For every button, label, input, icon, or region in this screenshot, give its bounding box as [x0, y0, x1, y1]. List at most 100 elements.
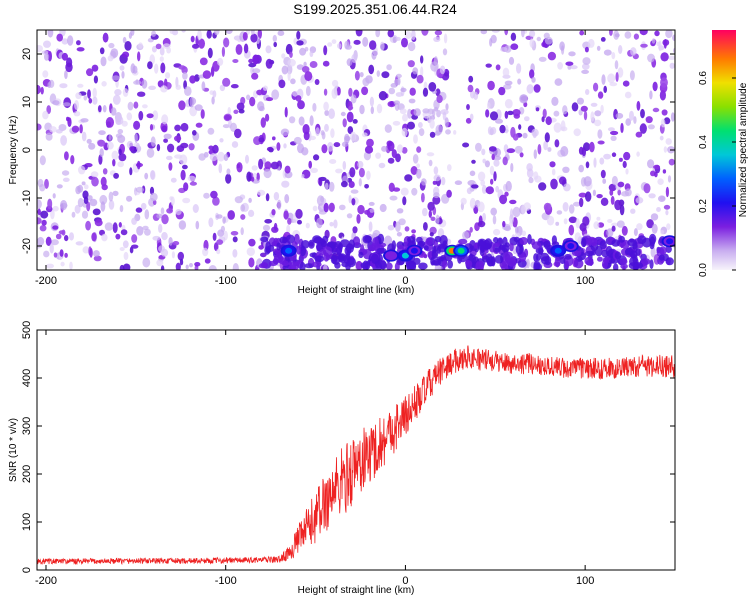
spectrogram-cell: [558, 176, 567, 185]
colorbar-ticks: 0.0 0.2 0.4 0.6: [698, 71, 736, 277]
spectrogram-cell: [412, 154, 419, 164]
spectrogram-cell: [77, 184, 84, 193]
spectrogram-cell: [499, 194, 508, 205]
spectrogram-band-cell: [614, 251, 622, 260]
spectrogram-cell: [362, 36, 369, 47]
spectrogram-cell: [387, 224, 395, 231]
spectrogram-cell: [512, 206, 521, 218]
spectrogram-cell: [86, 138, 92, 144]
spectrogram-cell: [587, 38, 595, 48]
spectrogram-cell: [633, 116, 637, 124]
spectrogram-cell: [350, 131, 357, 142]
spectrogram-cell: [508, 56, 515, 65]
spectrogram-cell: [81, 131, 87, 142]
spectrogram-cell: [203, 192, 210, 199]
spectrogram-cell: [400, 87, 407, 93]
spectrogram-cell: [71, 211, 76, 218]
spectrogram-cell: [487, 80, 495, 91]
spectrogram-cell: [42, 110, 49, 120]
spectrogram-cell: [302, 124, 310, 135]
spectrogram-cell: [175, 84, 181, 90]
spectrogram-cell: [531, 76, 536, 83]
spectrogram-cell: [323, 45, 328, 56]
spectrogram-cell: [45, 236, 52, 246]
spectrogram-cell: [312, 102, 317, 112]
spectrogram-cell: [250, 30, 255, 35]
spectrogram-cell: [63, 235, 69, 242]
spectrogram-band-cell: [338, 256, 345, 262]
spectrogram-cell: [657, 178, 664, 185]
spectrogram-cell: [194, 262, 201, 267]
spectrogram-cell: [128, 32, 132, 39]
spectrogram-cell: [607, 73, 616, 84]
spectrogram-hotspot: [562, 240, 579, 252]
spectrogram-cell: [537, 144, 542, 155]
spectrogram-cell: [482, 158, 487, 164]
spectrogram-cell: [376, 103, 383, 114]
spectrogram-cell: [596, 216, 601, 221]
spectrogram-cell: [495, 185, 500, 193]
spectrogram-cell: [245, 154, 249, 164]
spectrogram-cell: [100, 56, 107, 67]
spectrogram-cell: [355, 260, 363, 270]
spectrogram-band-cell: [601, 249, 609, 258]
spectrogram-cell: [127, 101, 134, 111]
spectrogram-cell: [670, 112, 675, 122]
spectrogram-cell: [397, 77, 401, 86]
spectrogram-cell: [453, 130, 457, 135]
spectrogram-band-cell: [625, 247, 634, 256]
spectrogram-cell: [331, 79, 339, 87]
spectrogram-cell: [328, 202, 335, 213]
spectrogram-cell: [593, 221, 600, 230]
spectrogram-cell: [61, 170, 70, 176]
snr-y-axis: 0 100 200 300 400 500: [21, 321, 675, 573]
spectrogram-cell: [230, 231, 239, 236]
spectrogram-cell: [296, 40, 304, 46]
spectrogram-cell: [99, 148, 104, 158]
spectrogram-cell: [469, 170, 476, 177]
spectrogram-cell: [395, 221, 401, 232]
spectrogram-cell: [284, 106, 288, 118]
spectrogram-cell: [402, 113, 408, 122]
spectrogram-hotspot: [280, 244, 297, 257]
spectrogram-band-cell: [632, 241, 638, 250]
spectrogram-cell: [597, 140, 605, 145]
spectrogram-cell: [665, 186, 670, 198]
spectrogram-cell: [59, 83, 68, 89]
spectrogram-cell: [131, 217, 138, 225]
spectrogram-band-cell: [288, 264, 297, 270]
spectrogram-band-cell: [533, 253, 539, 262]
spectrogram-cell: [430, 216, 436, 221]
spectrogram-cell: [429, 232, 434, 237]
spectrogram-cell: [324, 110, 330, 116]
spectrogram-cell: [204, 258, 211, 264]
spectrogram-cell: [118, 222, 122, 228]
spectrogram-cell: [180, 122, 189, 132]
spectrogram-cell: [278, 79, 286, 89]
spectrogram-cell: [138, 42, 143, 49]
spectrogram-band-cell: [618, 235, 625, 243]
spectrogram-cell: [407, 60, 415, 68]
spectrogram-cell: [169, 196, 173, 201]
spectrogram-cell: [148, 85, 157, 91]
spectrogram-cell: [432, 195, 441, 205]
spectrogram-band-cell: [619, 258, 628, 265]
spectrogram-cell: [273, 191, 280, 201]
spectrogram-cell: [376, 70, 380, 77]
spectrogram-cell: [526, 163, 533, 172]
spectrogram-cell: [519, 152, 524, 158]
spectrogram-band-cell: [326, 241, 337, 248]
spectrogram-cell: [362, 77, 370, 87]
spectrogram-cell: [114, 89, 122, 96]
spectrogram-cell: [122, 36, 127, 44]
spectrogram-cell: [93, 75, 98, 84]
spectrogram-band-cell: [376, 247, 387, 254]
spectrogram-cell: [353, 39, 361, 45]
spectrogram-cell: [617, 181, 625, 188]
spectrogram-band-cell: [602, 259, 608, 269]
spectrogram-cell: [504, 191, 509, 197]
spectrogram-cell: [210, 190, 218, 199]
spectrogram-cell: [528, 177, 534, 184]
spectrogram-cell: [119, 65, 125, 71]
spectrogram-cell: [582, 57, 591, 65]
